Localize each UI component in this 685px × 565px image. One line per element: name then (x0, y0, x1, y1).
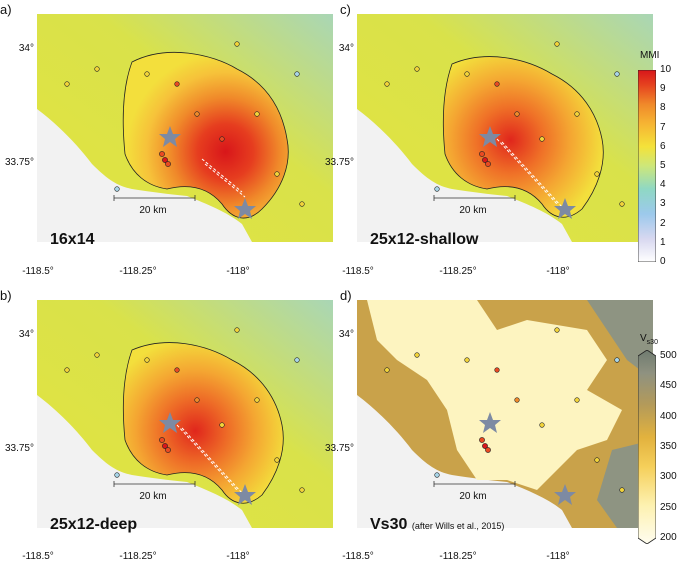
panel-letter-c: c) (340, 2, 351, 17)
epicenter-star-icon (159, 126, 181, 147)
lat-tick-33-75-b: 33.75° (4, 443, 34, 454)
mmi-ticks-label: 10 (660, 64, 672, 75)
lat-tick-34-b: 34° (18, 329, 34, 340)
lat-tick-33-75-c: 33.75° (324, 157, 354, 168)
scale-label-b: 20 km (139, 491, 167, 502)
vs30-ticks-label: 400 (660, 410, 677, 422)
ocean (357, 395, 572, 528)
lon-tick-c-3: -118° (546, 266, 570, 277)
scale-label-c: 20 km (459, 205, 487, 216)
vs30-low-zone (367, 300, 622, 490)
lat-tick-34-d: 34° (338, 329, 354, 340)
panel-letter-a: a) (0, 2, 12, 17)
epicenter-star-icon (479, 126, 501, 147)
lon-tick-b-1: -118.5° (22, 551, 54, 562)
lat-tick-33-75-a: 33.75° (4, 157, 34, 168)
ocean (37, 109, 252, 242)
panel-label-b: 25x12-deep (50, 516, 138, 533)
epicenter-star-icon (159, 412, 181, 433)
lat-tick-34-a: 34° (18, 43, 34, 54)
map-panel-d (357, 300, 653, 528)
shaking-contour (442, 56, 604, 218)
vs30-high-zone (587, 300, 653, 380)
vs30-ticks-label: 450 (660, 380, 677, 392)
epicenter-star-icon (554, 198, 576, 219)
ocean (37, 395, 252, 528)
vs30-colorbar-title-main: V (640, 333, 647, 344)
scale-label-d: 20 km (459, 491, 487, 502)
mmi-ticks-label: 8 (660, 102, 666, 114)
lon-tick-a-1: -118.5° (22, 266, 54, 277)
lon-tick-c-1: -118.5° (342, 266, 374, 277)
mmi-ticks-label: 1 (660, 236, 666, 248)
station-markers (384, 41, 625, 207)
vs30-colorbar (638, 350, 656, 544)
lat-tick-34-c: 34° (338, 43, 354, 54)
lon-tick-b-3: -118° (226, 551, 250, 562)
epicenter-star-icon (234, 484, 256, 505)
station-markers (384, 327, 625, 493)
shaking-contour (122, 342, 284, 504)
lon-tick-d-1: -118.5° (342, 551, 374, 562)
mmi-colorbar-title: MMI (640, 50, 660, 61)
mmi-ticks-label: 3 (660, 198, 666, 210)
lon-tick-c-2: -118.25° (439, 266, 477, 277)
lon-tick-a-3: -118° (226, 266, 250, 277)
rupture-outline (201, 158, 246, 198)
mmi-ticks-label: 4 (660, 179, 666, 191)
vs30-ticks-label: 500 (660, 350, 677, 361)
panel-label-d-main: Vs30 (370, 516, 408, 533)
map-panel-b (37, 300, 333, 528)
lon-tick-b-2: -118.25° (119, 551, 157, 562)
panel-label-a: 16x14 (50, 231, 95, 248)
epicenter-star-icon (554, 484, 576, 505)
map-panel-a (37, 14, 333, 242)
scale-label-a: 20 km (139, 205, 167, 216)
map-panel-c (357, 14, 653, 242)
epicenter-star-icon (234, 198, 256, 219)
vs30-ticks-label: 200 (660, 532, 677, 543)
panel-label-d-note: (after Wills et al., 2015) (411, 521, 505, 531)
mmi-ticks-label: 9 (660, 83, 666, 95)
panel-label-c: 25x12-shallow (370, 231, 479, 248)
lon-tick-d-2: -118.25° (439, 551, 477, 562)
vs30-ticks-label: 250 (660, 501, 677, 513)
mmi-ticks-label: 6 (660, 140, 666, 152)
mmi-ticks-label: 0 (660, 256, 666, 267)
lon-tick-d-3: -118° (546, 551, 570, 562)
ocean (357, 109, 572, 242)
vs30-colorbar-title-sub: s30 (646, 339, 658, 346)
station-markers (64, 327, 305, 493)
station-markers (64, 41, 305, 207)
vs30-ticks-label: 350 (660, 441, 677, 452)
epicenter-star-icon (479, 412, 501, 433)
panel-letter-d: d) (340, 288, 352, 303)
panel-letter-b: b) (0, 288, 12, 303)
mmi-ticks-label: 7 (660, 121, 666, 133)
mmi-ticks-label: 5 (660, 160, 666, 171)
mmi-colorbar (638, 70, 656, 262)
mmi-ticks-label: 2 (660, 217, 666, 229)
vs30-ticks-label: 300 (660, 471, 677, 483)
vs30-colorbar-title: Vs30 (640, 333, 658, 346)
panel-label-d: Vs30 (after Wills et al., 2015) (370, 516, 504, 534)
lon-tick-a-2: -118.25° (119, 266, 157, 277)
lat-tick-33-75-d: 33.75° (324, 443, 354, 454)
shaking-contour (122, 51, 289, 219)
